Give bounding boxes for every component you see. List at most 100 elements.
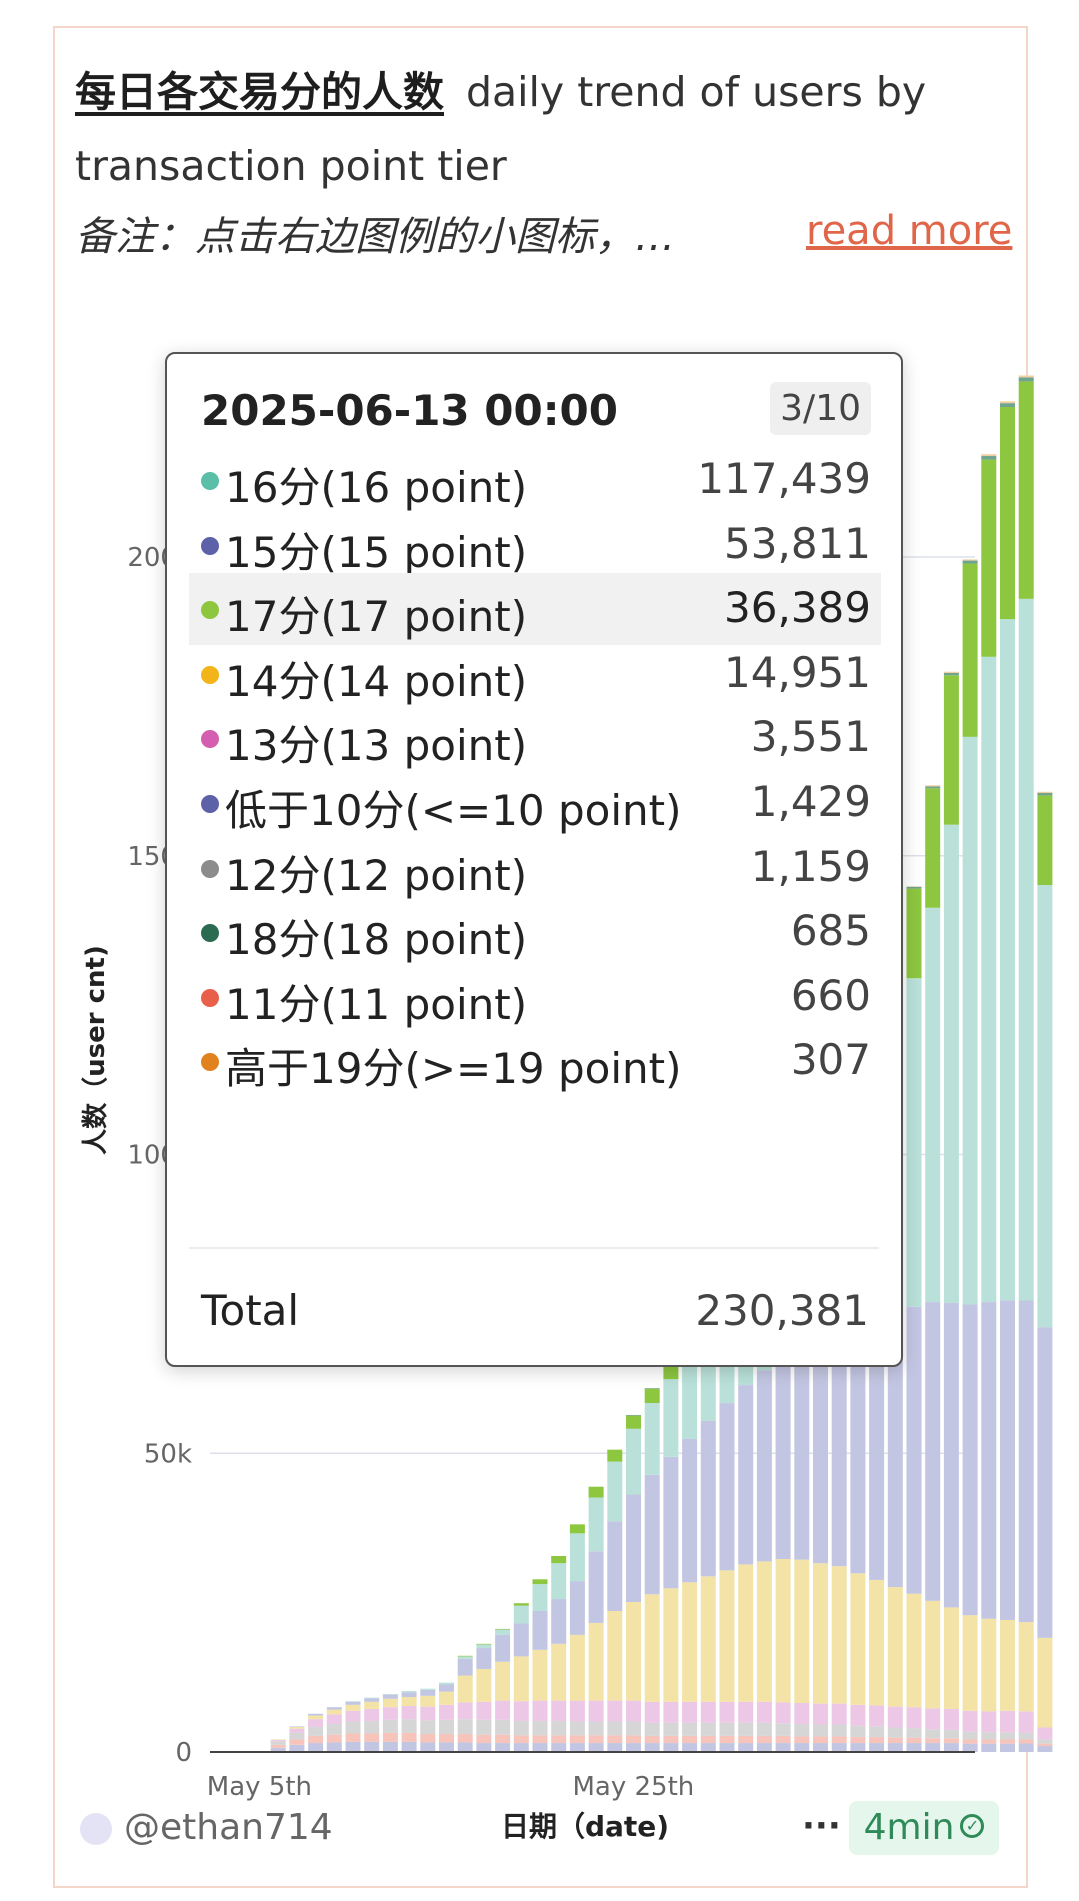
bar-segment[interactable]	[532, 1700, 548, 1721]
bar-segment[interactable]	[794, 1723, 810, 1737]
bar-segment[interactable]	[607, 1721, 623, 1736]
bar-segment[interactable]	[682, 1582, 698, 1702]
bar-segment[interactable]	[439, 1734, 454, 1743]
bar-segment[interactable]	[626, 1602, 641, 1701]
bar-segment[interactable]	[551, 1720, 567, 1736]
bar-segment[interactable]	[607, 1700, 623, 1722]
bar-segment[interactable]	[925, 1729, 941, 1739]
bar-segment[interactable]	[626, 1415, 641, 1416]
bar-segment[interactable]	[756, 1743, 772, 1752]
bar-segment[interactable]	[513, 1603, 529, 1606]
bar-segment[interactable]	[551, 1563, 567, 1600]
bar-segment[interactable]	[981, 1743, 997, 1752]
bar-segment[interactable]	[401, 1705, 417, 1720]
bar-segment[interactable]	[551, 1643, 567, 1701]
bar-segment[interactable]	[981, 1711, 997, 1733]
bar-segment[interactable]	[513, 1623, 529, 1657]
bar-segment[interactable]	[457, 1719, 473, 1735]
bar-segment[interactable]	[813, 1743, 828, 1752]
bar-segment[interactable]	[588, 1735, 604, 1744]
bar-segment[interactable]	[962, 1615, 978, 1711]
bar-segment[interactable]	[439, 1691, 454, 1705]
bar-segment[interactable]	[364, 1698, 380, 1702]
bar-segment[interactable]	[719, 1570, 735, 1702]
bar-segment[interactable]	[775, 1702, 791, 1724]
bar-segment[interactable]	[813, 1703, 828, 1725]
bar-segment[interactable]	[457, 1702, 473, 1720]
bar-segment[interactable]	[943, 1738, 959, 1744]
bar-segment[interactable]	[569, 1735, 585, 1744]
bar-segment[interactable]	[513, 1720, 529, 1736]
bar-segment[interactable]	[513, 1701, 529, 1721]
bar-segment[interactable]	[382, 1719, 398, 1733]
bar-segment[interactable]	[719, 1743, 735, 1752]
bar-segment[interactable]	[813, 1724, 828, 1737]
bar-segment[interactable]	[1037, 1637, 1053, 1728]
bar-segment[interactable]	[943, 1743, 959, 1752]
bar-segment[interactable]	[981, 656, 997, 1303]
bar-segment[interactable]	[588, 1743, 604, 1752]
bar-segment[interactable]	[1000, 1619, 1015, 1711]
bar-segment[interactable]	[756, 1735, 772, 1744]
bar-segment[interactable]	[831, 1743, 847, 1752]
bar-segment[interactable]	[476, 1643, 492, 1645]
bar-segment[interactable]	[626, 1700, 641, 1722]
bar-segment[interactable]	[813, 1336, 828, 1564]
bar-segment[interactable]	[1018, 1711, 1034, 1733]
bar-segment[interactable]	[663, 1743, 679, 1752]
bar-segment[interactable]	[345, 1741, 361, 1752]
bar-segment[interactable]	[401, 1691, 417, 1693]
bar-segment[interactable]	[962, 736, 978, 1305]
bar-segment[interactable]	[962, 560, 978, 564]
bar-segment[interactable]	[439, 1704, 454, 1720]
bar-segment[interactable]	[887, 1743, 903, 1752]
bar-segment[interactable]	[906, 886, 922, 887]
bar-segment[interactable]	[551, 1743, 567, 1752]
bar-segment[interactable]	[345, 1721, 361, 1734]
bar-segment[interactable]	[364, 1720, 380, 1734]
bar-segment[interactable]	[887, 1587, 903, 1707]
bar-segment[interactable]	[906, 1743, 922, 1752]
bar-segment[interactable]	[532, 1579, 548, 1585]
bar-segment[interactable]	[382, 1698, 398, 1708]
bar-segment[interactable]	[382, 1732, 398, 1742]
bar-segment[interactable]	[495, 1661, 511, 1701]
bar-segment[interactable]	[719, 1722, 735, 1736]
bar-segment[interactable]	[682, 1355, 698, 1439]
bar-segment[interactable]	[756, 1701, 772, 1723]
bar-segment[interactable]	[663, 1701, 679, 1723]
bar-segment[interactable]	[1018, 375, 1034, 378]
bar-segment[interactable]	[588, 1622, 604, 1701]
bar-segment[interactable]	[887, 1312, 903, 1588]
bar-segment[interactable]	[981, 459, 997, 657]
bar-segment[interactable]	[457, 1656, 473, 1659]
bar-segment[interactable]	[682, 1701, 698, 1723]
bar-segment[interactable]	[906, 1737, 922, 1744]
bar-segment[interactable]	[439, 1719, 454, 1735]
bar-segment[interactable]	[551, 1735, 567, 1744]
bar-segment[interactable]	[869, 1737, 885, 1744]
bar-segment[interactable]	[457, 1734, 473, 1743]
bar-segment[interactable]	[794, 1559, 810, 1704]
bar-segment[interactable]	[738, 1722, 754, 1736]
bar-segment[interactable]	[607, 1735, 623, 1744]
bar-segment[interactable]	[1037, 1739, 1053, 1744]
bar-segment[interactable]	[831, 1566, 847, 1704]
bar-segment[interactable]	[420, 1742, 436, 1752]
bar-segment[interactable]	[906, 978, 922, 1307]
bar-segment[interactable]	[382, 1707, 398, 1720]
bar-segment[interactable]	[420, 1689, 436, 1696]
bar-segment[interactable]	[775, 1559, 791, 1703]
bar-segment[interactable]	[345, 1704, 361, 1711]
bar-segment[interactable]	[738, 1385, 754, 1565]
more-options-button[interactable]: ···	[802, 1806, 841, 1846]
bar-segment[interactable]	[364, 1708, 380, 1721]
bar-segment[interactable]	[270, 1744, 286, 1748]
bar-segment[interactable]	[869, 1579, 885, 1706]
bar-segment[interactable]	[308, 1726, 324, 1736]
bar-segment[interactable]	[981, 1618, 997, 1712]
bar-segment[interactable]	[476, 1719, 492, 1735]
bar-segment[interactable]	[794, 1743, 810, 1752]
bar-segment[interactable]	[513, 1743, 529, 1752]
bar-segment[interactable]	[925, 907, 941, 1303]
